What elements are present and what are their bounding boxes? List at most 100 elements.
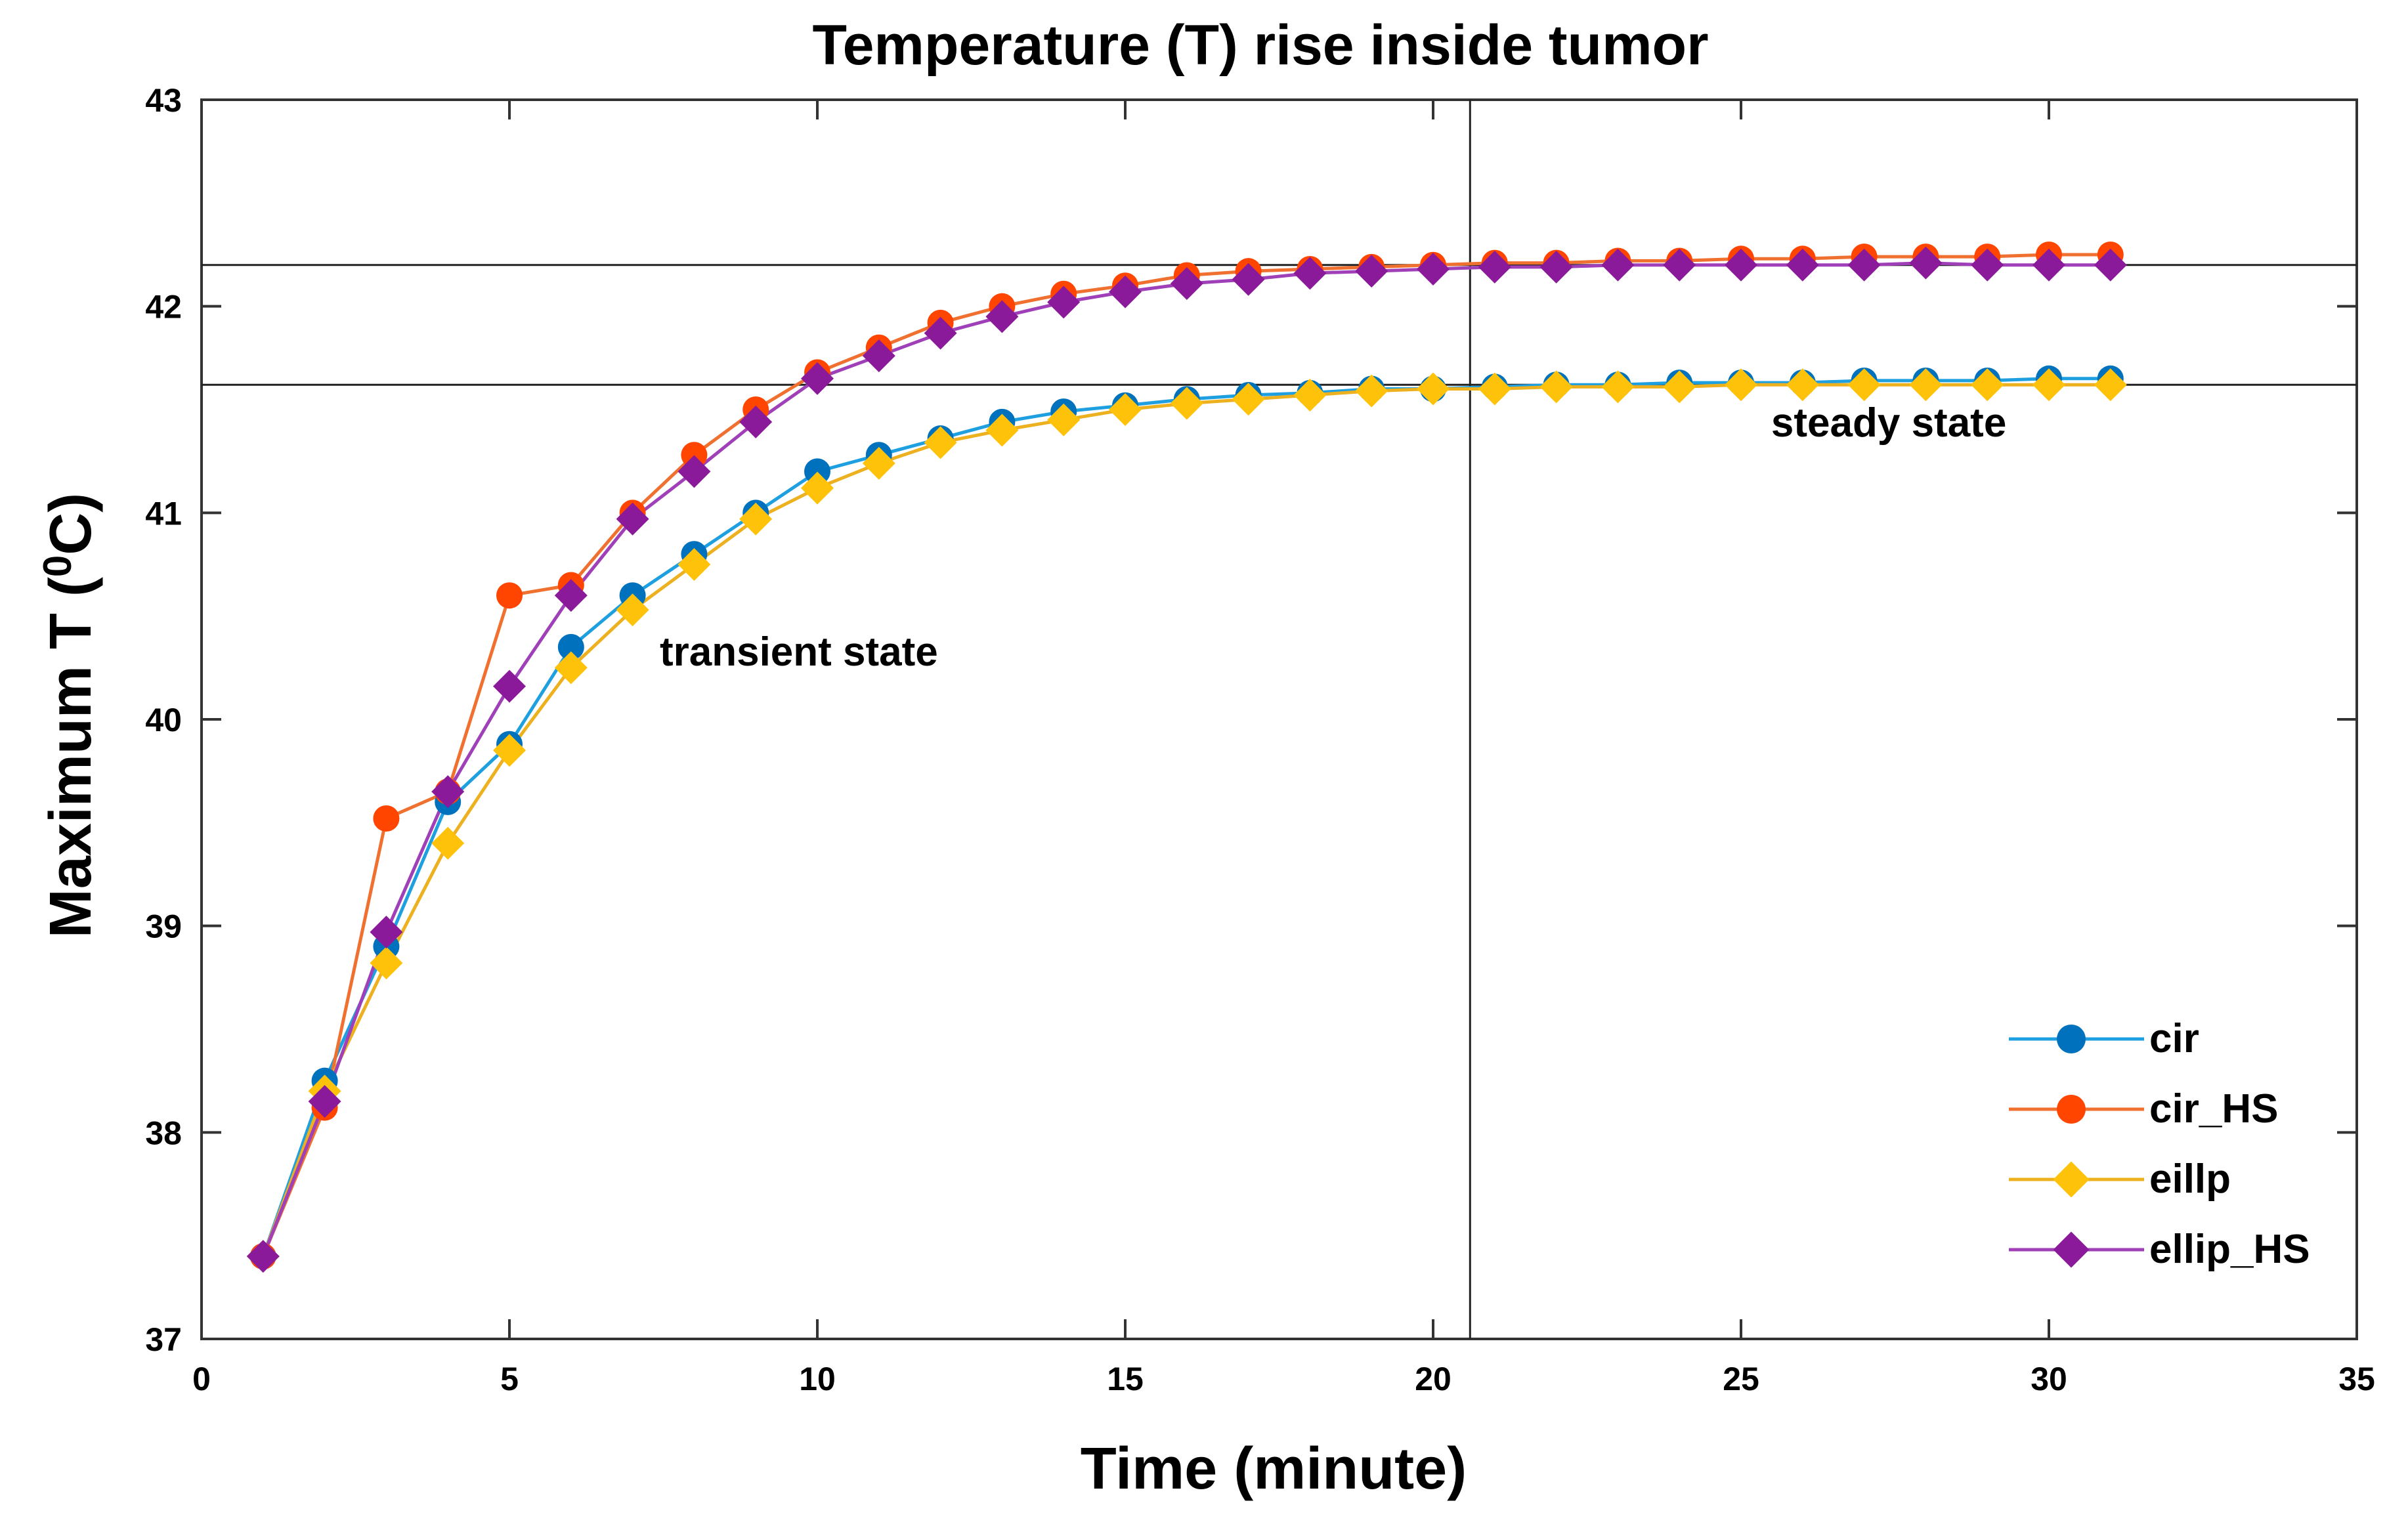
annotation-label: steady state <box>1771 400 2006 446</box>
legend-marker-eillp <box>2053 1161 2090 1198</box>
data-point-eillp <box>431 826 465 860</box>
y-tick-label: 42 <box>145 289 182 326</box>
data-point-eillp <box>616 593 649 627</box>
data-point-eillp <box>1725 368 1757 402</box>
data-point-eillp <box>554 651 588 685</box>
y-axis-label-main: Maximum T ( <box>38 577 104 938</box>
y-tick-label: 37 <box>145 1321 182 1358</box>
data-point-ellip-hs <box>1478 250 1511 284</box>
data-point-ellip-hs <box>1663 248 1696 282</box>
y-axis-label-end: C) <box>38 493 104 555</box>
data-point-ellip-hs <box>616 502 649 536</box>
data-point-eillp <box>1417 372 1450 406</box>
data-point-eillp <box>2032 368 2065 402</box>
y-tick-label: 40 <box>145 702 182 738</box>
data-point-eillp <box>1109 393 1142 426</box>
data-point-ellip-hs <box>1417 253 1450 286</box>
data-point-ellip-hs <box>1293 257 1327 290</box>
data-point-ellip-hs <box>1847 248 1881 282</box>
x-tick-label: 0 <box>192 1361 211 1397</box>
data-point-cir <box>557 633 584 660</box>
data-point-eillp <box>739 502 773 536</box>
legend-label-eillp: eillp <box>2149 1156 2231 1202</box>
data-point-ellip-hs <box>1047 286 1081 319</box>
legend-label-ellip-hs: ellip_HS <box>2149 1227 2310 1272</box>
series-line-cir <box>261 377 2111 1257</box>
data-point-eillp <box>493 734 526 767</box>
data-point-eillp <box>370 946 403 980</box>
data-point-eillp <box>677 548 711 581</box>
data-point-ellip-hs <box>2094 248 2127 282</box>
data-point-ellip-hs <box>739 405 773 438</box>
y-tick-label: 43 <box>145 82 182 119</box>
data-point-ellip-hs <box>1909 246 1943 280</box>
y-axis-label: Maximum T (0C) <box>35 493 104 938</box>
y-tick-label: 41 <box>145 495 182 532</box>
data-point-ellip-hs <box>493 669 526 703</box>
x-tick-label: 30 <box>2031 1361 2067 1397</box>
data-point-ellip-hs <box>1355 255 1388 288</box>
data-point-eillp <box>1663 370 1696 404</box>
data-point-ellip-hs <box>1786 248 1819 282</box>
data-point-cir <box>804 458 830 485</box>
data-point-ellip-hs <box>1971 248 2004 282</box>
chart-title: Temperature (T) rise inside tumor <box>812 14 1708 77</box>
data-point-ellip-hs <box>1109 275 1142 308</box>
data-point-eillp <box>1293 378 1327 412</box>
data-point-eillp <box>1971 368 2004 402</box>
data-point-ellip-hs <box>1601 248 1635 282</box>
annotations: transient state steady state <box>660 400 2006 675</box>
data-point-ellip-hs <box>1539 250 1573 284</box>
data-point-eillp <box>801 471 834 505</box>
data-point-eillp <box>862 446 895 480</box>
data-point-eillp <box>1170 387 1203 420</box>
x-tick-label: 20 <box>1415 1361 1451 1397</box>
annotation-label: transient state <box>660 629 938 675</box>
data-point-eillp <box>1909 368 1943 402</box>
data-point-ellip-hs <box>246 1240 280 1273</box>
series-markers <box>246 242 2127 1273</box>
data-point-ellip-hs <box>370 916 403 949</box>
x-axis-label: Time (minute) <box>1081 1436 1467 1502</box>
data-point-cir-hs <box>373 805 400 832</box>
series-line-eillp <box>261 383 2111 1257</box>
legend-marker-cir-hs <box>2057 1095 2086 1124</box>
data-point-eillp <box>1047 403 1081 436</box>
data-point-ellip-hs <box>1232 263 1265 296</box>
legend-label-cir: cir <box>2149 1016 2199 1061</box>
data-point-ellip-hs <box>862 339 895 373</box>
data-point-cir-hs <box>496 582 523 609</box>
x-tick-label: 35 <box>2338 1361 2375 1397</box>
data-point-eillp <box>1601 370 1635 404</box>
data-point-eillp <box>1539 370 1573 404</box>
axis-ticks: 0 5 10 15 20 25 30 35 37 38 39 40 41 42 43 <box>145 82 2375 1397</box>
data-point-ellip-hs <box>2032 248 2065 282</box>
y-tick-label: 38 <box>145 1114 182 1151</box>
x-tick-label: 10 <box>799 1361 836 1397</box>
data-point-eillp <box>1478 372 1511 406</box>
data-point-ellip-hs <box>308 1085 341 1118</box>
data-point-ellip-hs <box>1170 267 1203 301</box>
data-point-ellip-hs <box>554 579 588 612</box>
y-axis-label-superscript: 0 <box>35 555 79 577</box>
data-point-cir-hs <box>681 442 708 469</box>
x-tick-label: 25 <box>1723 1361 1759 1397</box>
data-point-eillp <box>1232 383 1265 416</box>
data-point-eillp <box>1786 368 1819 402</box>
data-point-eillp <box>2094 368 2127 402</box>
legend-label-cir-hs: cir_HS <box>2149 1086 2278 1132</box>
data-point-eillp <box>1355 374 1388 408</box>
legend-marker-ellip-hs <box>2053 1231 2090 1268</box>
y-tick-label: 39 <box>145 908 182 945</box>
data-point-ellip-hs <box>431 775 465 809</box>
data-point-ellip-hs <box>924 316 957 350</box>
data-point-ellip-hs <box>1725 248 1757 282</box>
x-tick-label: 5 <box>500 1361 519 1397</box>
x-tick-label: 15 <box>1107 1361 1144 1397</box>
data-point-ellip-hs <box>677 455 711 488</box>
data-point-eillp <box>1847 368 1881 402</box>
data-point-eillp <box>924 426 957 459</box>
legend-marker-cir <box>2057 1025 2086 1053</box>
